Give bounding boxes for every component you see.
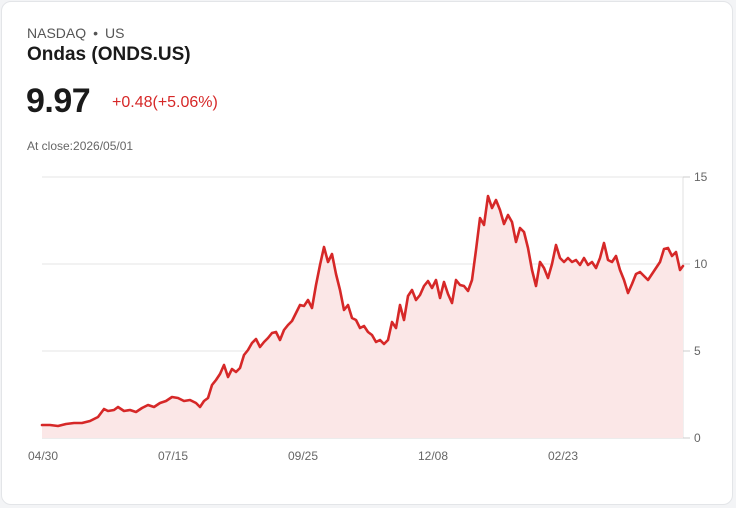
current-price: 9.97 — [26, 82, 91, 120]
exchange-label: NASDAQ — [27, 25, 87, 41]
separator-dot: • — [93, 25, 99, 41]
x-tick: 04/30 — [28, 449, 58, 463]
stock-name: Ondas (ONDS.US) — [27, 44, 191, 65]
y-tick: 0 — [694, 431, 701, 445]
price-line — [40, 194, 685, 428]
y-tick: 5 — [694, 344, 701, 358]
price-change: +0.48(+5.06%) — [112, 94, 218, 111]
x-tick: 07/15 — [158, 449, 188, 463]
region-label: US — [105, 25, 125, 41]
y-tick: 10 — [694, 257, 708, 271]
x-axis: 04/30 07/15 09/25 12/08 02/23 — [28, 449, 578, 463]
x-tick: 09/25 — [288, 449, 318, 463]
exchange-line: NASDAQ • US — [27, 25, 124, 41]
y-tick: 15 — [694, 170, 708, 184]
price-area — [42, 196, 683, 438]
close-date: At close:2026/05/01 — [27, 139, 134, 153]
x-tick: 12/08 — [418, 449, 448, 463]
y-axis: 15 10 5 0 — [694, 170, 708, 445]
x-tick: 02/23 — [548, 449, 578, 463]
